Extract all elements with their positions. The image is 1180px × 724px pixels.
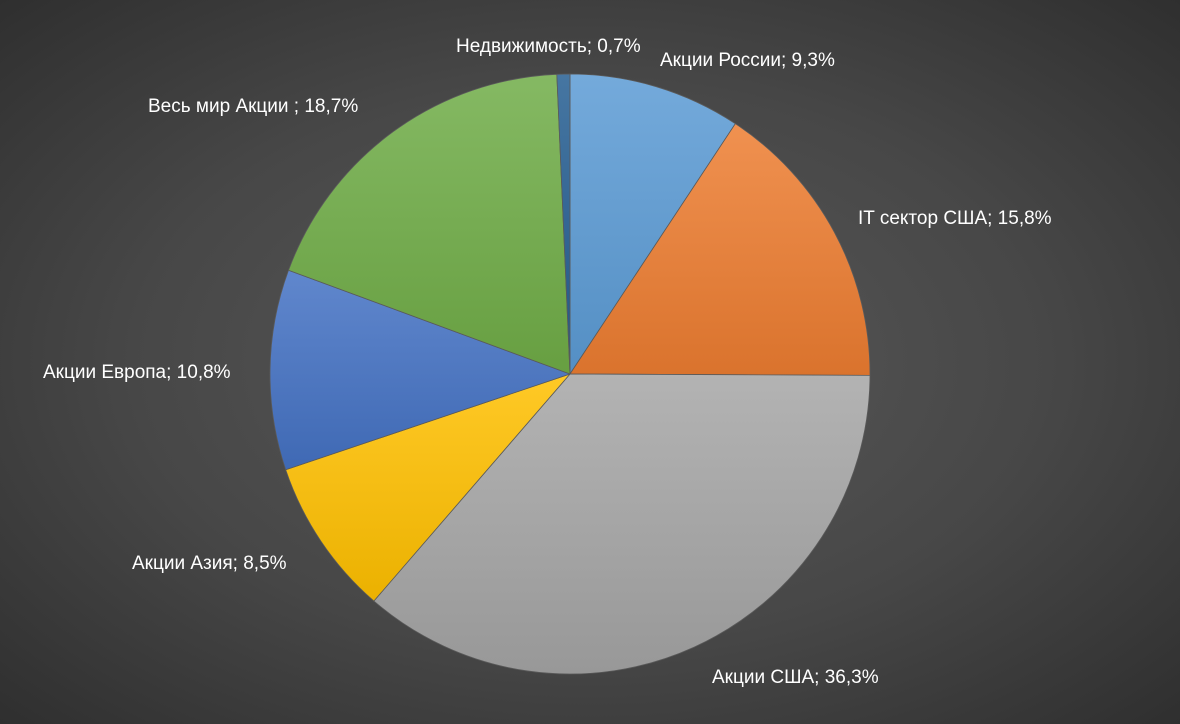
pie-slice-2 xyxy=(569,123,871,376)
pie-data-label: IT сектор США; 15,8% xyxy=(858,208,1052,229)
pie-slice-3 xyxy=(373,373,871,675)
pie-labels: Акции России; 9,3% IT сектор США; 15,8% Ак… xyxy=(43,36,1052,688)
pie-slice-7 xyxy=(556,73,571,375)
pie-slice-5 xyxy=(269,269,572,471)
pie-data-label: Недвижимость; 0,7% xyxy=(456,36,641,57)
pie-data-label: Акции США; 36,3% xyxy=(712,667,879,688)
pie-data-label: Акции России; 9,3% xyxy=(660,50,835,71)
pie-slice-4 xyxy=(285,373,572,602)
pie-slices xyxy=(269,73,871,675)
pie-slice-1 xyxy=(569,73,736,376)
pie-data-label: Весь мир Акции ; 18,7% xyxy=(148,96,358,117)
pie-data-label: Акции Европа; 10,8% xyxy=(43,362,231,383)
pie-data-label: Акции Азия; 8,5% xyxy=(132,553,287,574)
pie-slice-6 xyxy=(287,73,571,375)
